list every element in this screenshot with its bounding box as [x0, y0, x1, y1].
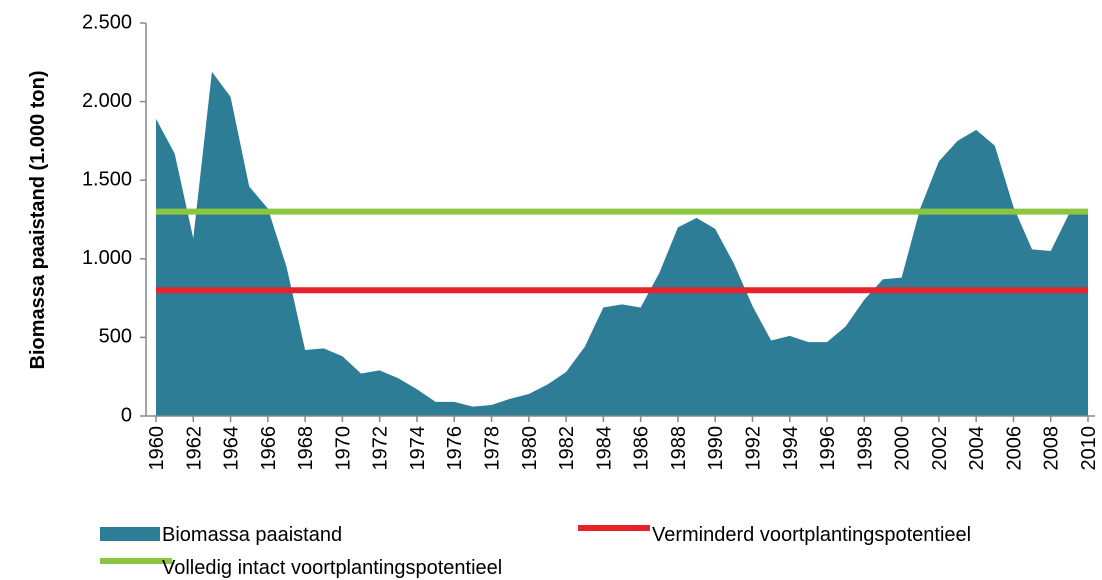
- x-tick-label: 2002: [929, 426, 951, 471]
- x-tick-label: 2006: [1003, 426, 1025, 471]
- legend-label: Verminderd voortplantingspotentieel: [652, 524, 971, 546]
- x-tick-label: 1998: [854, 426, 876, 471]
- x-tick-label: 1960: [146, 426, 168, 471]
- x-tick-label: 1966: [258, 426, 280, 471]
- x-tick-label: 2008: [1041, 426, 1063, 471]
- x-tick-label: 1972: [370, 426, 392, 471]
- y-axis-label: Biomassa paaistand (1.000 ton): [27, 71, 49, 370]
- x-tick-label: 1990: [705, 426, 727, 471]
- x-tick-label: 1994: [780, 426, 802, 471]
- x-tick-label: 1982: [556, 426, 578, 471]
- x-tick-label: 1962: [183, 426, 205, 471]
- x-tick-label: 1968: [295, 426, 317, 471]
- y-tick-label: 1.500: [82, 168, 132, 190]
- x-tick-label: 1996: [817, 426, 839, 471]
- y-tick-label: 2.000: [82, 90, 132, 112]
- area: [156, 71, 1088, 417]
- x-tick-label: 2000: [892, 426, 914, 471]
- x-tick-label: 2010: [1078, 426, 1100, 471]
- x-tick-label: 1964: [221, 426, 243, 471]
- x-tick-label: 1986: [631, 426, 653, 471]
- x-tick-label: 1974: [407, 426, 429, 471]
- x-tick-label: 1980: [519, 426, 541, 471]
- x-tick-label: 1992: [742, 426, 764, 471]
- legend-swatch: [100, 527, 160, 541]
- legend-label: Volledig intact voortplantingspotentieel: [162, 557, 502, 579]
- x-tick-label: 1988: [668, 426, 690, 471]
- x-tick-label: 1970: [332, 426, 354, 471]
- y-tick-label: 1.000: [82, 247, 132, 269]
- x-tick-label: 1976: [444, 426, 466, 471]
- y-tick-label: 2.500: [82, 11, 132, 33]
- x-tick-label: 1978: [482, 426, 504, 471]
- y-tick-label: 500: [99, 326, 132, 348]
- x-tick-label: 1984: [593, 426, 615, 471]
- y-tick-label: 0: [121, 404, 132, 426]
- legend-label: Biomassa paaistand: [162, 524, 342, 546]
- x-tick-label: 2004: [966, 426, 988, 471]
